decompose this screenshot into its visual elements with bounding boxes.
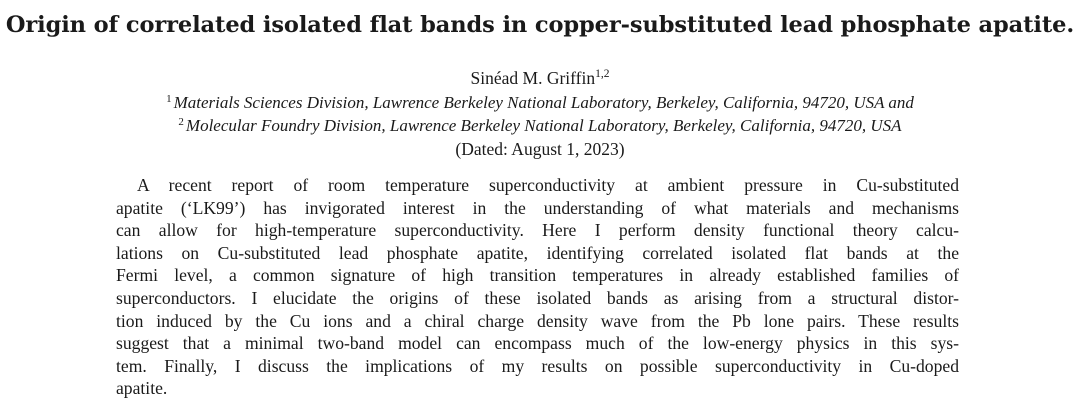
abstract-line: apatite (‘LK99’) has invigorated interes… (116, 197, 959, 218)
abstract: A recent report of room temperature supe… (116, 174, 959, 400)
abstract-line: lations on Cu-substituted lead phosphate… (116, 242, 959, 263)
paper-title: Origin of correlated isolated flat bands… (5, 12, 1075, 38)
author-name: Sinéad M. Griffin (470, 68, 596, 88)
affiliation-2-mark: 2 (178, 116, 184, 128)
abstract-line: superconductors. I elucidate the origins… (116, 287, 959, 308)
affiliation-2-text: Molecular Foundry Division, Lawrence Ber… (185, 116, 902, 135)
author-affiliation-marks: 1,2 (595, 68, 610, 80)
abstract-line: A recent report of room temperature supe… (137, 175, 959, 195)
abstract-line: apatite. (116, 378, 168, 399)
affiliation-1: 1 Materials Sciences Division, Lawrence B… (0, 93, 1080, 113)
affiliation-2: 2 Molecular Foundry Division, Lawrence Be… (0, 116, 1080, 136)
affiliation-1-text: Materials Sciences Division, Lawrence Be… (173, 93, 914, 112)
affiliation-1-mark: 1 (166, 93, 172, 105)
abstract-line: tem. Finally, I discuss the implications… (116, 355, 959, 376)
dated-line: (Dated: August 1, 2023) (455, 139, 625, 159)
abstract-line: suggest that a minimal two-band model ca… (116, 333, 959, 354)
author-line: Sinéad M. Griffin1,2 (0, 68, 1080, 89)
abstract-line: can allow for high-temperature supercond… (116, 220, 959, 241)
abstract-line: tion induced by the Cu ions and a chiral… (116, 310, 959, 331)
abstract-line: Fermi level, a common signature of high … (116, 265, 959, 286)
